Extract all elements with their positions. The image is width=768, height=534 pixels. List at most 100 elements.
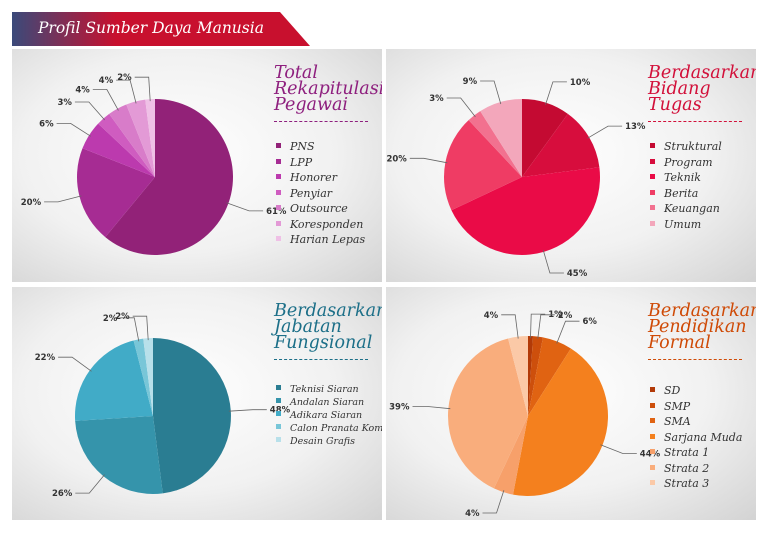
leader-line xyxy=(226,202,264,212)
banner-shape xyxy=(12,12,310,46)
legend-item-calon-pranata-komp: Calon Pranata Komp. xyxy=(276,422,382,435)
data-label: 3% xyxy=(57,98,72,108)
legend-item-keuangan: Keuangan xyxy=(650,201,722,217)
title-divider xyxy=(274,359,368,360)
leader-line xyxy=(600,444,637,454)
chart-title-line: Berdasarkan xyxy=(648,301,756,321)
legend-label: Adikara Siaran xyxy=(290,410,363,421)
pie-slice-pns xyxy=(105,99,233,256)
legend-item-struktural: Struktural xyxy=(650,139,722,155)
pie-chart: 61%20%6%3%4%4% 2% xyxy=(21,73,287,256)
pie-slice-berita xyxy=(443,120,522,211)
data-label: 13% xyxy=(625,122,646,132)
pie-slice-struktural xyxy=(522,99,568,177)
title-divider xyxy=(648,359,742,360)
leader-line xyxy=(74,101,106,121)
leader-line xyxy=(116,79,137,104)
chart-legend: Teknisi Siaran Andalan Siaran Adikara Siar… xyxy=(276,383,382,448)
leader-line xyxy=(75,474,105,494)
leader-line xyxy=(412,406,451,410)
legend-swatch xyxy=(650,464,655,470)
pie-slice-sarjana-muda xyxy=(513,348,609,496)
chart-legend: SD SMP SMA Sarjana Muda Strata 1 Strata 2 Stra… xyxy=(650,383,742,492)
legend-swatch xyxy=(650,205,655,210)
pie-slice-smp xyxy=(528,336,543,416)
chart-title-line: Bidang xyxy=(648,79,711,99)
legend-item-sma: SMA xyxy=(650,414,742,430)
chart-title-line: Tugas xyxy=(648,95,702,115)
chart-title-line: Jabatan xyxy=(274,317,342,337)
leader-line xyxy=(228,409,267,412)
leader-line xyxy=(446,97,476,118)
chart-legend: PNS LPP Honorer Penyiar Outsource Koresponden… xyxy=(276,139,365,248)
leader-line xyxy=(132,315,149,341)
pie-slice-adikara-siaran xyxy=(74,340,153,421)
legend-swatch xyxy=(276,189,281,195)
pie-chart: 1%2% 6% 44% 4% 39% 4% xyxy=(389,310,661,519)
legend-label: Berita xyxy=(664,186,699,200)
data-label: 4% xyxy=(465,509,480,519)
pie-chart: 48% 26% 22% 2%2% xyxy=(35,312,291,499)
legend-swatch xyxy=(650,387,655,392)
legend-item-lpp: LPP xyxy=(276,155,365,171)
pie-slice-harian-lepas xyxy=(145,99,155,177)
data-label: 3% xyxy=(429,94,444,104)
legend-label: Strata 1 xyxy=(664,446,710,459)
pie-slice-honorer xyxy=(82,123,155,177)
data-label: 4% xyxy=(99,76,114,86)
data-label: 26% xyxy=(52,489,73,499)
legend-swatch xyxy=(276,174,281,179)
pie-slice-strata-2 xyxy=(447,338,528,489)
pie-slice-penyiar xyxy=(98,113,155,177)
legend-label: Honorer xyxy=(290,171,337,184)
pie-slice-strata-3 xyxy=(508,336,528,416)
data-label: 1% xyxy=(548,310,563,320)
leader-line xyxy=(92,89,119,111)
legend-swatch xyxy=(276,411,281,416)
legend-label: Teknisi Siaran xyxy=(290,384,359,395)
legend-item-koresponden: Koresponden xyxy=(276,217,365,233)
pie-slice-koresponden xyxy=(126,99,155,177)
legend-swatch xyxy=(650,433,655,439)
data-label: 4% xyxy=(484,311,499,321)
legend-label: Harian Lepas xyxy=(290,233,366,246)
legend-item-teknik: Teknik xyxy=(650,170,722,186)
data-label: 2% xyxy=(117,73,132,83)
legend-item-harian-lepas: Harian Lepas xyxy=(276,232,365,248)
pie-slice-keuangan xyxy=(468,111,522,177)
pie-slice-teknisi-siaran xyxy=(153,338,231,494)
data-label: 20% xyxy=(21,198,42,208)
pie-slice-outsource xyxy=(109,104,155,177)
data-label: 9% xyxy=(463,77,478,87)
legend-label: Strata 3 xyxy=(664,477,710,490)
pie-slice-desain-grafis xyxy=(143,338,153,416)
pie-slice-andalan-siaran xyxy=(75,416,163,494)
data-label: 45% xyxy=(567,269,588,279)
data-label: 6% xyxy=(39,119,54,129)
legend-item-strata-3: Strata 3 xyxy=(650,476,742,492)
legend-swatch xyxy=(650,158,655,164)
chart-title-line: Formal xyxy=(648,333,711,353)
legend-swatch xyxy=(276,158,281,164)
data-label: 44% xyxy=(640,450,661,460)
legend-swatch xyxy=(650,480,655,485)
data-label: 2% xyxy=(103,314,118,324)
leader-line xyxy=(56,123,92,137)
title-divider xyxy=(274,121,368,122)
legend-swatch xyxy=(650,143,655,148)
chart-title-line: Rekapitulasi xyxy=(274,79,382,99)
leader-line xyxy=(556,320,580,344)
data-label: 39% xyxy=(389,402,410,412)
legend-swatch xyxy=(276,236,281,241)
legend-swatch xyxy=(276,205,281,210)
legend-label: Andalan Siaran xyxy=(290,397,365,408)
legend-swatch xyxy=(276,398,281,403)
legend-label: Sarjana Muda xyxy=(664,430,743,444)
legend-label: Koresponden xyxy=(290,217,364,231)
leader-line xyxy=(409,157,448,164)
page-title: Profil Sumber Daya Manusia xyxy=(38,19,264,37)
legend-item-penyiar: Penyiar xyxy=(276,186,365,202)
header-banner: Profil Sumber Daya Manusia xyxy=(12,12,312,46)
legend-label: Strata 2 xyxy=(664,461,710,475)
legend-item-outsource: Outsource xyxy=(276,201,365,217)
